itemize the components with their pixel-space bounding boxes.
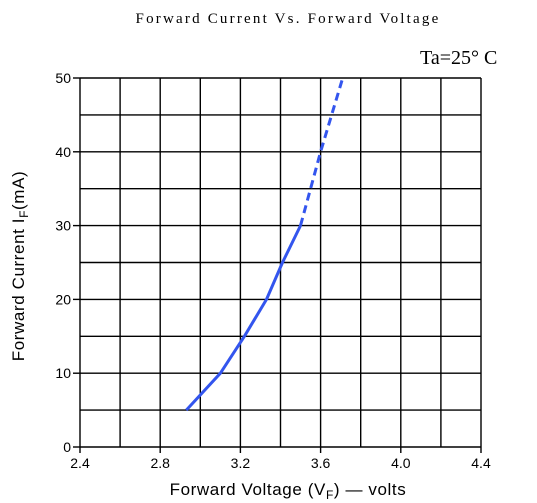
y-tick-label: 30 (55, 218, 71, 234)
y-tick-label: 10 (55, 365, 71, 381)
x-tick-label: 3.2 (231, 455, 251, 471)
y-axis-label: Forward Current IF(mA) (9, 171, 31, 362)
y-tick-label: 40 (55, 144, 71, 160)
x-tick-label: 2.4 (70, 455, 90, 471)
x-tick-labels: 2.4 2.8 3.2 3.6 4.0 4.4 (70, 455, 491, 471)
x-tick-label: 4.4 (471, 455, 491, 471)
x-tick-label: 4.0 (391, 455, 411, 471)
x-tick-label: 3.6 (311, 455, 331, 471)
chart-title: Forward Current Vs. Forward Voltage (136, 11, 441, 27)
y-tick-labels: 0 10 20 30 40 50 (55, 70, 71, 455)
series-group (185, 77, 345, 412)
y-tick-label: 0 (63, 439, 71, 455)
y-tick-label: 20 (55, 291, 71, 307)
series-line-solid (185, 224, 302, 412)
y-tick-label: 50 (55, 70, 71, 86)
x-axis-label: Forward Voltage (VF) — volts (170, 480, 407, 502)
x-tick-label: 2.8 (150, 455, 170, 471)
temperature-annotation: Ta=25° C (420, 47, 497, 69)
grid (73, 77, 482, 453)
